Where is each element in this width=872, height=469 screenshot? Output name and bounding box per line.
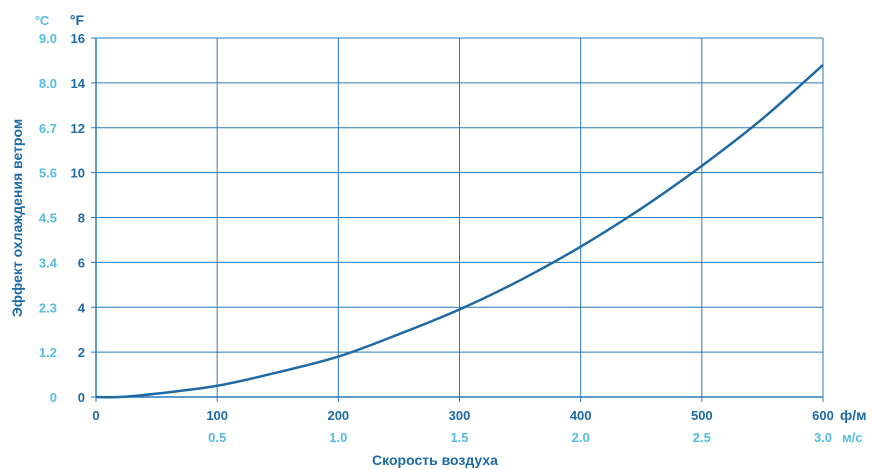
x-tick-label-secondary: 3.0	[814, 430, 832, 445]
x-tick-label-secondary: 2.5	[693, 430, 711, 445]
grid	[96, 37, 824, 397]
y-axis-label: Эффект охлаждения ветром	[9, 119, 25, 317]
y-unit-fahrenheit: °F	[70, 12, 85, 28]
y-tick-label: 14	[71, 76, 86, 91]
x-tick-label: 600	[812, 408, 834, 423]
x-tick-label-secondary: 1.0	[329, 430, 347, 445]
x-unit-secondary: м/с	[842, 430, 862, 445]
y-tick-label-secondary: 2.3	[39, 300, 57, 315]
y-tick-label: 6	[78, 255, 85, 270]
y-tick-labels: 0 0 2 1.2 4 2.3 6 3.4 8 4.5 10 5.6 12 6.7 14 8.0 16 9.0	[39, 31, 86, 405]
y-tick-label: 16	[71, 31, 85, 46]
y-tick-label: 0	[78, 390, 85, 405]
x-tick-label: 500	[691, 408, 713, 423]
x-tick-labels: 0 100 0.5 200 1.0 300 1.5 400 2.0 500 2.5 600 3.0	[92, 408, 833, 445]
y-unit-celsius: °C	[35, 13, 50, 28]
y-tick-label: 4	[78, 300, 86, 315]
y-tick-label: 12	[71, 121, 85, 136]
x-axis-label: Скорость воздуха	[372, 452, 498, 468]
x-tick-label: 0	[92, 408, 99, 423]
y-tick-label-secondary: 3.4	[39, 255, 58, 270]
y-tick-label-secondary: 0	[50, 390, 57, 405]
x-tick-label-secondary: 0.5	[208, 430, 226, 445]
y-tick-label: 2	[78, 345, 85, 360]
y-tick-label-secondary: 9.0	[39, 31, 57, 46]
y-tick-label: 8	[78, 211, 85, 226]
x-tick-label-secondary: 1.5	[450, 430, 468, 445]
y-tick-label-secondary: 4.5	[39, 211, 57, 226]
x-tick-label: 100	[206, 408, 228, 423]
y-tick-label-secondary: 1.2	[39, 345, 57, 360]
y-tick-label-secondary: 5.6	[39, 166, 57, 181]
series-layer	[95, 63, 824, 399]
x-tick-label: 400	[570, 408, 592, 423]
axes	[91, 37, 824, 402]
series-line	[95, 63, 824, 399]
y-tick-label: 10	[71, 166, 85, 181]
y-tick-label-secondary: 8.0	[39, 76, 57, 91]
x-tick-label: 300	[449, 408, 471, 423]
x-tick-label-secondary: 2.0	[572, 430, 590, 445]
y-tick-label-secondary: 6.7	[39, 121, 57, 136]
x-tick-label: 200	[327, 408, 349, 423]
x-unit-primary: ф/м	[840, 407, 867, 423]
